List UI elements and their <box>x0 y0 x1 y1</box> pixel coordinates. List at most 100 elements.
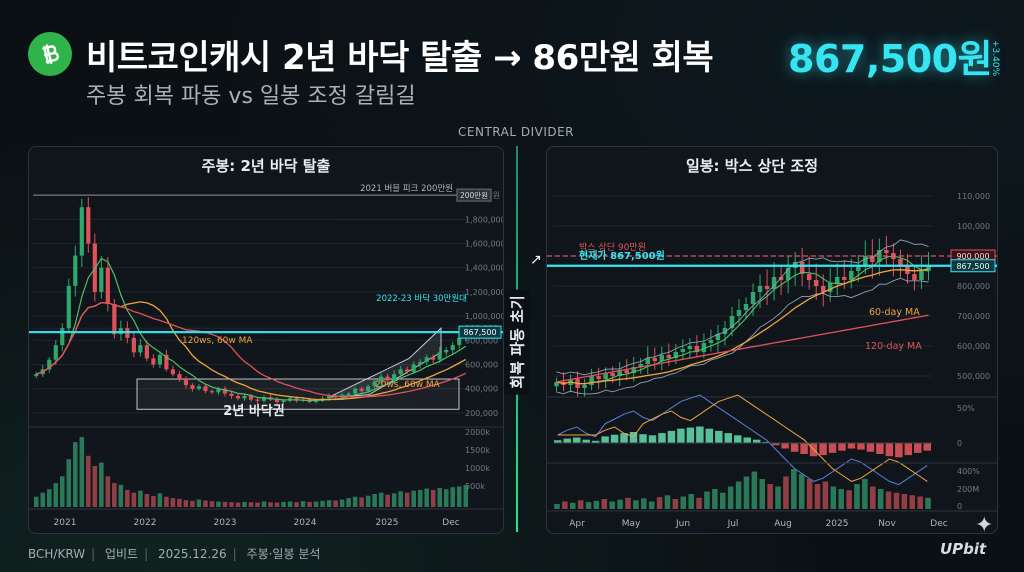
ma-label-b: 20ws, 60w MA <box>375 380 441 390</box>
candle-body <box>255 399 260 401</box>
volume-bar <box>398 491 403 507</box>
volume-bar <box>320 500 325 507</box>
volume-bar <box>339 499 345 507</box>
candle-body <box>757 286 763 292</box>
ma-label-a: 120ws, 60w MA <box>182 336 253 346</box>
candle-body <box>835 277 840 283</box>
x-tick-label: Jun <box>675 519 690 529</box>
current-price-tag-bg <box>458 325 502 339</box>
volume-bar <box>648 501 655 509</box>
volume-bar <box>735 481 742 509</box>
candle-body <box>708 340 714 343</box>
volume-bar <box>617 499 623 509</box>
candle-body <box>144 345 149 359</box>
candle-body <box>177 374 182 380</box>
candle-body <box>34 374 39 377</box>
volume-bar <box>830 486 837 509</box>
bottom-box-label: 2년 바닥권 <box>223 403 284 419</box>
ma120-label: 120-day MA <box>865 341 922 352</box>
volume-bar <box>625 497 631 509</box>
bitcoin-cash-icon <box>28 32 72 76</box>
candle-body <box>392 374 397 381</box>
candle-body <box>444 349 449 353</box>
volume-bar <box>164 496 169 507</box>
candle-body <box>729 316 735 328</box>
candle-body <box>353 388 358 394</box>
candle-body <box>379 376 384 382</box>
volume-bar <box>203 500 208 507</box>
candle-body <box>778 277 784 280</box>
y-tick-label: 1,400,000 <box>465 264 503 273</box>
candle-body <box>603 373 608 379</box>
oscillator-bar <box>790 443 799 452</box>
candle-body <box>610 373 615 376</box>
candle-body <box>694 346 700 352</box>
x-tick-label: Nov <box>878 519 896 529</box>
volume-bar <box>672 499 679 509</box>
current-price-tag: 867,500 <box>463 328 496 337</box>
candle-body <box>229 393 234 396</box>
y-tick-label: 110,000 <box>957 192 990 201</box>
volume-bar <box>727 486 734 509</box>
candle-body <box>624 370 629 373</box>
volume-bar <box>585 502 592 509</box>
x-tick-label: 2025 <box>826 519 849 529</box>
candle-body <box>261 397 267 401</box>
x-tick-label: Dec <box>442 518 459 528</box>
oscillator-bar <box>582 439 590 443</box>
volume-bar <box>798 474 805 509</box>
volume-bar <box>209 501 215 507</box>
oscillator-bar <box>554 440 562 443</box>
ma60-label: 60-day MA <box>869 307 920 318</box>
volume-bar <box>177 498 182 507</box>
weekly-chart-panel: 주봉: 2년 바닥 탈출2000만원1,800,0001,600,0001,40… <box>28 146 504 534</box>
volume-bar <box>877 489 884 509</box>
volume-bar <box>105 476 111 507</box>
oscillator-bar <box>620 433 628 443</box>
volume-bar <box>391 493 397 507</box>
candle-body <box>715 334 721 340</box>
volume-bar <box>255 502 260 507</box>
y-tick-label: 100,000 <box>957 222 990 231</box>
volume-bar <box>261 501 267 507</box>
volume-bar <box>183 500 189 507</box>
volume-bar <box>893 492 900 509</box>
volume-bar <box>783 476 789 509</box>
y-tick-label: 400,000 <box>465 385 498 394</box>
volume-bar <box>33 496 39 507</box>
candle-body <box>281 400 286 403</box>
volume-bar <box>854 484 860 509</box>
bollinger-lower-line <box>556 277 929 395</box>
candle-body <box>385 376 390 381</box>
volume-bar <box>656 497 663 509</box>
candle-body <box>131 337 136 353</box>
candle-body <box>884 250 889 253</box>
oscillator-bar <box>591 440 600 443</box>
volume-bar <box>99 462 104 507</box>
candle-body <box>73 255 78 286</box>
candle-body <box>870 256 875 262</box>
candle-body <box>736 310 742 316</box>
candle-body <box>242 395 247 399</box>
oscillator-bar <box>828 443 837 453</box>
brand-logo: UPbit <box>940 540 987 558</box>
candle-body <box>366 386 371 392</box>
volume-bar <box>759 479 766 509</box>
y-tick-label: 600,000 <box>465 361 498 370</box>
x-tick-label: 2024 <box>294 518 317 528</box>
bottom-box <box>136 378 460 410</box>
candle-body <box>346 393 351 395</box>
candle-body <box>806 274 812 280</box>
oscillator-bar <box>771 443 780 446</box>
volume-bar <box>170 498 176 507</box>
x-tick-label: Aug <box>774 519 792 529</box>
page-title: 비트코인캐시 2년 바닥 탈출 → 86만원 회복 <box>86 38 714 78</box>
x-tick-label: 2021 <box>54 518 77 528</box>
candle-body <box>86 207 91 244</box>
candle-body <box>849 271 854 280</box>
ma-120w-line <box>36 301 466 398</box>
volume-tick-label: 1500k <box>465 446 490 455</box>
candle-body <box>638 364 643 367</box>
volume-bar <box>404 492 410 507</box>
y-tick-label: 1,200,000 <box>465 288 503 297</box>
